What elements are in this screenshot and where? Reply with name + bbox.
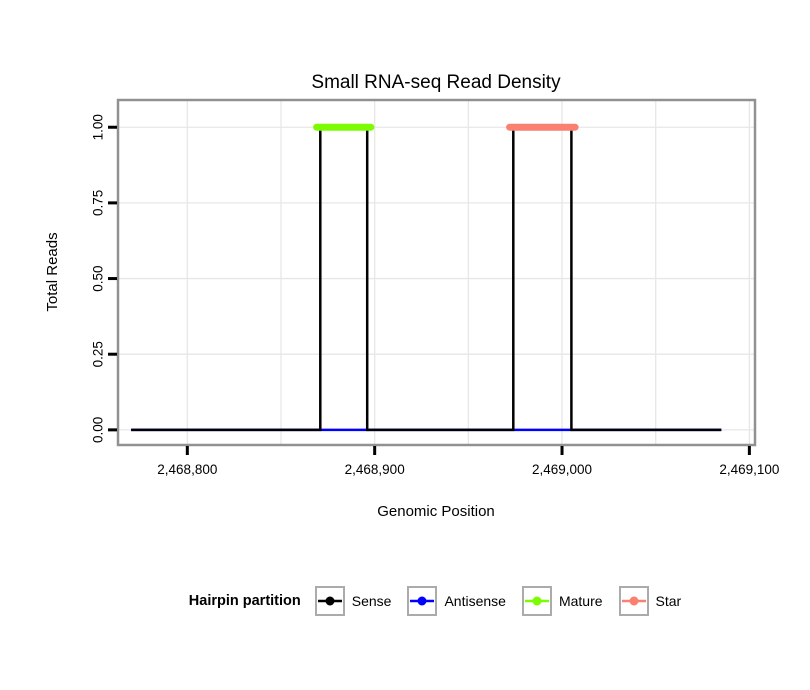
x-tick-label: 2,469,100 xyxy=(719,462,779,477)
y-tick-label: 0.75 xyxy=(90,190,105,216)
legend-label: Sense xyxy=(351,593,392,609)
legend-key-antisense-icon xyxy=(407,586,438,616)
legend-items: Sense Antisense Mature Star xyxy=(314,586,682,616)
legend-label: Antisense xyxy=(444,593,506,609)
legend-item-mature: Mature xyxy=(521,586,603,616)
y-tick-label: 1.00 xyxy=(91,114,106,140)
legend-key-mature-icon xyxy=(521,586,552,616)
chart-title: Small RNA-seq Read Density xyxy=(311,72,561,93)
y-tick-label: 0.00 xyxy=(90,417,105,443)
legend-item-star: Star xyxy=(618,586,682,616)
legend-item-antisense: Antisense xyxy=(407,586,506,616)
legend-item-sense: Sense xyxy=(314,586,392,616)
plot-svg: Small RNA-seq Read Density 2,468,800 2,46… xyxy=(44,72,779,520)
legend-label: Mature xyxy=(558,593,603,609)
x-tick-label: 2,468,800 xyxy=(157,462,217,477)
panel-border xyxy=(116,98,757,447)
plot-panel: 2,468,800 2,468,900 2,469,000 2,469,100 0.00… xyxy=(90,98,779,477)
panel-background xyxy=(118,100,755,445)
x-axis-label: Genomic Position xyxy=(377,503,495,520)
x-tick-label: 2,469,000 xyxy=(532,462,592,477)
legend-title: Hairpin partition xyxy=(188,593,301,609)
y-tick-label: 0.50 xyxy=(90,265,105,291)
legend-label: Star xyxy=(655,593,682,609)
y-axis-label: Total Reads xyxy=(44,232,61,311)
series-line-sense xyxy=(131,125,722,432)
x-tick-label: 2,468,900 xyxy=(345,462,405,477)
legend-key-star-icon xyxy=(618,586,649,616)
y-tick-label: 0.25 xyxy=(91,341,106,367)
legend-key-sense-icon xyxy=(314,586,345,616)
legend: Hairpin partition Sense Antisense Mature St… xyxy=(0,586,810,616)
